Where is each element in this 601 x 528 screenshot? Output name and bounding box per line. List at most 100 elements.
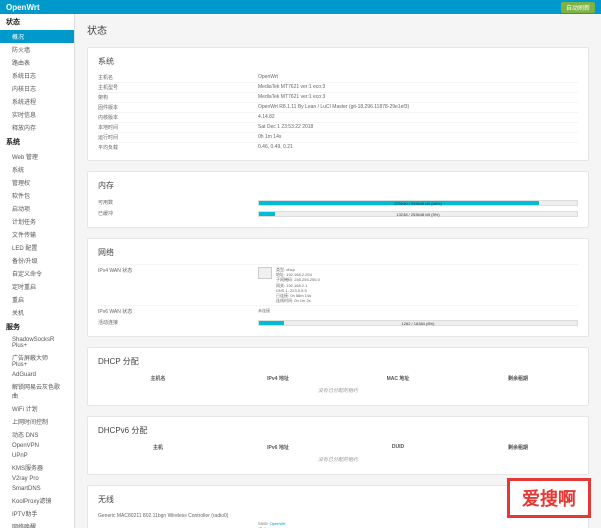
table-col: 主机 [98,444,218,451]
row-label: 架构 [98,94,258,101]
row-label: 固件版本 [98,104,258,111]
sidebar-item[interactable]: 网络唤醒 [0,520,74,528]
memory-panel: 内存 可用数223240 / 253648 kB (88%)已缓冲13248 /… [87,171,589,228]
conn-bar: 1262 / 16384 (8%) [258,320,578,326]
sidebar-item[interactable]: SmartDNS [0,484,74,494]
system-panel: 系统 主机名OpenWrt主机型号MediaTek MT7621 ver:1 e… [87,47,589,161]
sidebar-item[interactable]: KoolProxy滤镜 [0,494,74,507]
interface-icon [258,267,272,279]
table-col: IPv6 地址 [218,444,338,451]
sidebar-item[interactable]: 定时重启 [0,280,74,293]
wan6-value: 未连接 [258,308,270,315]
sidebar-item[interactable]: IPTV助手 [0,507,74,520]
sidebar-item[interactable]: UPnP [0,451,74,461]
panel-title: 系统 [98,56,578,67]
sidebar-section: 系统 [0,134,74,150]
table-col: MAC 地址 [338,375,458,382]
conn-text: 1262 / 16384 (8%) [259,321,577,326]
sidebar-item[interactable]: ShadowSocksR Plus+ [0,335,74,351]
sidebar-item[interactable]: 系统日志 [0,69,74,82]
row-value: 0.46, 0.49, 0.21 [258,144,578,151]
mem-bar: 13248 / 253648 kB (5%) [258,211,578,217]
row-value: OpenWrt R8.1.11 By Lean / LuCI Master (g… [258,104,578,111]
dhcp6-panel: DHCPv6 分配 主机IPv6 地址DUID剩余租期 没有已分配的租约 [87,416,589,475]
row-value: Sat Dec 1 23:53:22 2018 [258,124,578,131]
sidebar-item[interactable]: 关机 [0,306,74,319]
sidebar-item[interactable]: 系统进程 [0,95,74,108]
watermark: 爱搜啊 [507,478,591,518]
sidebar-item[interactable]: 上网时间控制 [0,415,74,428]
refresh-button[interactable]: 自动刷新 [561,2,595,13]
row-label: 内核版本 [98,114,258,121]
sidebar-item[interactable]: 动态 DNS [0,428,74,441]
wan-details: 类型: dhcp地址: 192.168.2.254子网掩码: 255.255.2… [276,267,320,303]
wan6-label: IPv6 WAN 状态 [98,308,258,315]
conn-label: 活动连接 [98,319,258,326]
table-col: DUID [338,444,458,451]
dhcp-panel: DHCP 分配 主机名IPv4 地址MAC 地址剩余租期 没有已分配的租约 [87,347,589,406]
brand: OpenWrt [6,3,40,12]
sidebar-item[interactable]: LED 配置 [0,241,74,254]
row-value: 0h 1m 14s [258,134,578,141]
sidebar-item[interactable]: 计划任务 [0,215,74,228]
mem-text: 223240 / 253648 kB (88%) [259,201,577,206]
sidebar-item[interactable]: 解锁网易云灰色歌曲 [0,380,74,402]
sidebar-item[interactable]: Web 管理 [0,150,74,163]
page-title: 状态 [87,22,589,37]
sidebar-item[interactable]: 重启 [0,293,74,306]
sidebar: 状态概况防火墙路由表系统日志内核日志系统进程实时信息释放内存系统Web 管理系统… [0,14,75,528]
row-value: OpenWrt [258,74,578,81]
mem-label: 已缓冲 [98,210,258,217]
header: OpenWrt 自动刷新 [0,0,601,14]
sidebar-section: 状态 [0,14,74,30]
sidebar-item[interactable]: KMS服务器 [0,461,74,474]
sidebar-item[interactable]: 路由表 [0,56,74,69]
row-label: 运行时间 [98,134,258,141]
table-col: 剩余租期 [458,375,578,382]
sidebar-item[interactable]: 软件包 [0,189,74,202]
mem-text: 13248 / 253648 kB (5%) [259,212,577,217]
sidebar-item[interactable]: 实时信息 [0,108,74,121]
sidebar-item[interactable]: OpenVPN [0,441,74,451]
row-value: MediaTek MT7621 ver:1 eco:3 [258,94,578,101]
sidebar-item[interactable]: 释放内存 [0,121,74,134]
row-label: 本地时间 [98,124,258,131]
sidebar-item[interactable]: AdGuard [0,370,74,380]
wan-label: IPv4 WAN 状态 [98,267,258,303]
panel-title: 网络 [98,247,578,258]
table-col: 剩余租期 [458,444,578,451]
panel-title: 内存 [98,180,578,191]
ssid-link[interactable]: OpenWrt [270,521,286,526]
sidebar-item[interactable]: 防火墙 [0,43,74,56]
table-col: IPv4 地址 [218,375,338,382]
sidebar-item[interactable]: 自定义命令 [0,267,74,280]
sidebar-section: 服务 [0,319,74,335]
row-label: 主机名 [98,74,258,81]
table-col: 主机名 [98,375,218,382]
sidebar-item[interactable]: 内核日志 [0,82,74,95]
sidebar-item[interactable]: 文件传输 [0,228,74,241]
sidebar-item[interactable]: 概况 [0,30,74,43]
sidebar-item[interactable]: 启动项 [0,202,74,215]
panel-title: DHCP 分配 [98,356,578,367]
sidebar-item[interactable]: 系统 [0,163,74,176]
row-label: 主机型号 [98,84,258,91]
main-content: 状态 系统 主机名OpenWrt主机型号MediaTek MT7621 ver:… [75,14,601,528]
dhcp6-empty: 没有已分配的租约 [98,453,578,466]
sidebar-item[interactable]: 管理权 [0,176,74,189]
row-value: 4.14.82 [258,114,578,121]
panel-title: 无线 [98,494,578,505]
wireless-details: SSID: OpenWrt模式: Master信道: 11 (2.462 GHz… [258,521,578,528]
sidebar-item[interactable]: WiFi 计划 [0,402,74,415]
sidebar-item[interactable]: 广告屏蔽大师 Plus+ [0,351,74,370]
network-panel: 网络 IPv4 WAN 状态 类型: dhcp地址: 192.168.2.254… [87,238,589,337]
panel-title: DHCPv6 分配 [98,425,578,436]
dhcp-empty: 没有已分配的租约 [98,384,578,397]
sidebar-item[interactable]: V2ray Pro [0,474,74,484]
mem-label: 可用数 [98,199,258,206]
wireless-device: Generic MAC80211 802.11bgn Wireless Cont… [98,511,578,521]
mem-bar: 223240 / 253648 kB (88%) [258,200,578,206]
row-value: MediaTek MT7621 ver:1 eco:3 [258,84,578,91]
row-label: 平均负载 [98,144,258,151]
sidebar-item[interactable]: 备份/升级 [0,254,74,267]
